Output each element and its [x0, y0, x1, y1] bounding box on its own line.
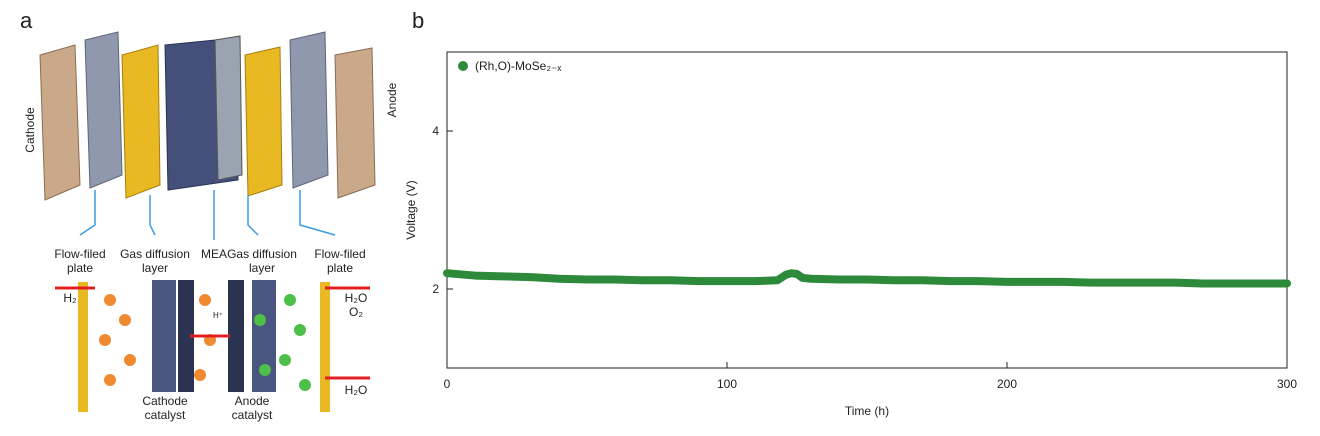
label: O₂: [349, 305, 363, 319]
label: plate: [327, 261, 353, 275]
label: Gas diffusion: [120, 247, 190, 261]
label: catalyst: [232, 408, 273, 422]
label: layer: [142, 261, 168, 275]
label: Cathode: [142, 394, 188, 408]
leader: [149, 195, 156, 236]
end-plate: [334, 47, 376, 199]
legend-label: (Rh,O)-MoSe₂₋ₓ: [475, 59, 561, 73]
series-line: [443, 269, 1291, 288]
particles: [99, 294, 216, 386]
label: plate: [67, 261, 93, 275]
mea-frame: [214, 35, 243, 181]
x-tick-label: 300: [1277, 377, 1297, 391]
y-tick-label: 2: [432, 282, 439, 296]
label: MEA: [201, 247, 227, 261]
panel-letter: a: [20, 8, 33, 33]
label: Anode: [235, 394, 270, 408]
panel-letter: b: [412, 8, 424, 33]
y-tick-label: 4: [432, 124, 439, 138]
x-tick-label: 200: [997, 377, 1017, 391]
legend-marker: [458, 61, 468, 71]
leader: [299, 190, 336, 236]
gas-diffusion-layer: [244, 46, 283, 197]
particles: [254, 294, 311, 391]
label: Flow-filed: [54, 247, 105, 261]
flow-plate-section: [78, 282, 88, 412]
plot-frame: [446, 51, 1288, 369]
label: H₂O: [345, 291, 368, 305]
y-axis-label: Voltage (V): [404, 180, 418, 239]
x-tick-label: 0: [444, 377, 451, 391]
label: H₂: [63, 291, 77, 305]
cathode-layer: [152, 280, 176, 392]
label: layer: [249, 261, 275, 275]
particle-label: H⁺: [213, 311, 223, 320]
flow-plate: [289, 31, 329, 189]
flow-plate: [84, 31, 123, 189]
end-plate: [39, 44, 81, 201]
gas-diffusion-layer: [121, 44, 161, 199]
leader: [247, 195, 259, 236]
label: catalyst: [145, 408, 186, 422]
label: Gas diffusion: [227, 247, 297, 261]
membrane: [228, 280, 244, 392]
label: Flow-filed: [314, 247, 365, 261]
arrows: [55, 286, 370, 380]
leader-lines: [79, 190, 336, 240]
x-tick-label: 100: [717, 377, 737, 391]
x-axis-label: Time (h): [845, 404, 889, 418]
leader: [79, 190, 96, 236]
membrane: [178, 280, 194, 392]
stack-illustration: [39, 31, 376, 412]
anode-label: Anode: [385, 82, 399, 117]
cathode-label: Cathode: [23, 107, 37, 153]
flow-plate-section: [320, 282, 330, 412]
label: H₂O: [345, 383, 368, 397]
